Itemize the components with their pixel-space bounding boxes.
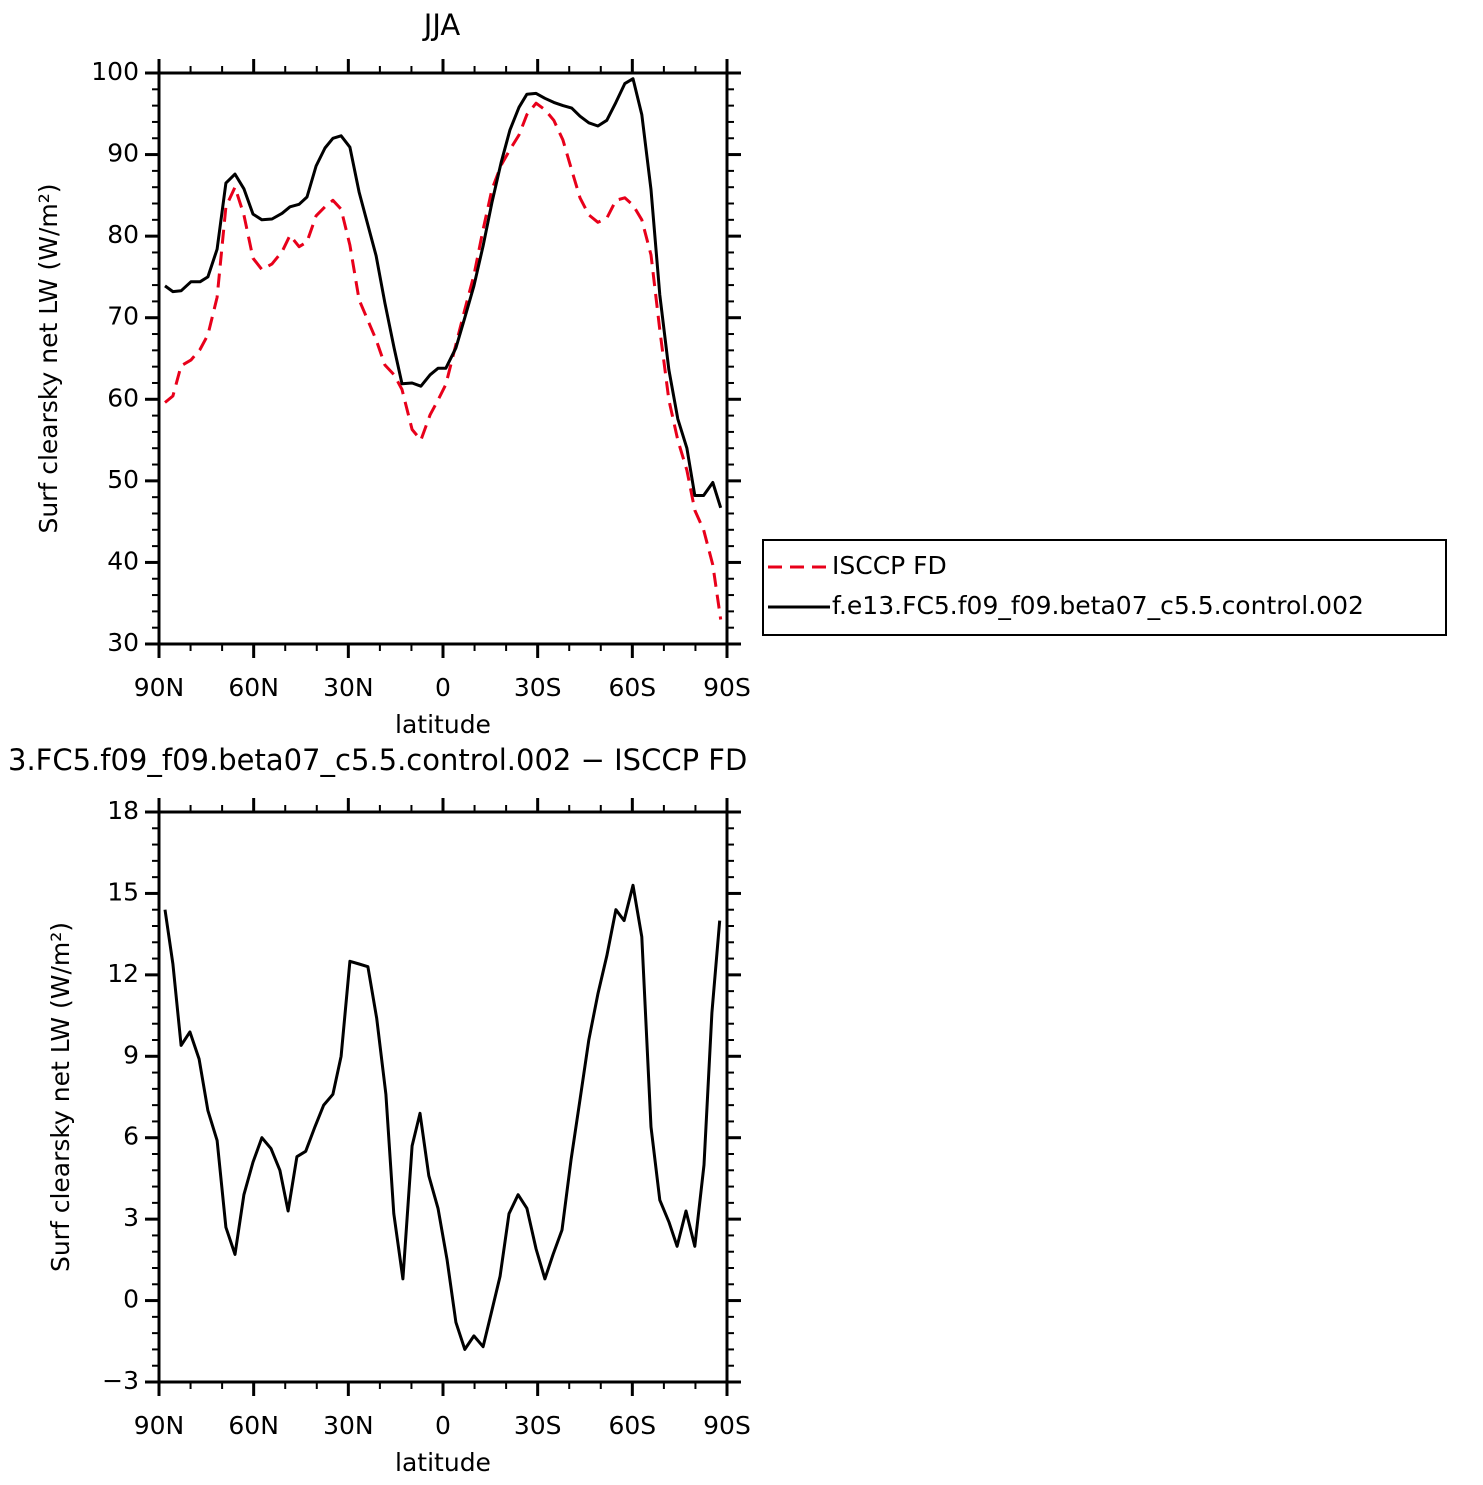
y-tick-label: 90 [107, 139, 139, 168]
y-tick-label: −3 [102, 1366, 139, 1395]
y-tick-label: 100 [91, 57, 139, 86]
y-tick-label: 9 [123, 1040, 139, 1069]
x-tick-label: 0 [435, 1411, 451, 1440]
y-tick-label: 60 [107, 383, 139, 412]
y-tick-label: 12 [107, 959, 139, 988]
x-tick-label: 60S [608, 1411, 656, 1440]
x-tick-label: 90N [134, 673, 185, 702]
x-tick-label: 60S [608, 673, 656, 702]
data-line [163, 883, 722, 1351]
x-tick-label: 30S [514, 673, 562, 702]
data-line [164, 101, 723, 620]
chart-title: 3.FC5.f09_f09.beta07_c5.5.control.002 − … [8, 743, 747, 777]
y-tick-label: 30 [107, 628, 139, 657]
y-tick-label: 18 [107, 796, 139, 825]
y-tick-label: 3 [123, 1203, 139, 1232]
plot-frame [157, 71, 729, 646]
x-tick-label: 30N [323, 673, 374, 702]
y-axis-label: Surf clearsky net LW (W/m²) [34, 183, 63, 533]
y-axis-label: Surf clearsky net LW (W/m²) [46, 922, 75, 1272]
x-tick-label: 90S [703, 673, 751, 702]
x-tick-label: 90N [134, 1411, 185, 1440]
legend-label: f.e13.FC5.f09_f09.beta07_c5.5.control.00… [832, 591, 1364, 620]
x-tick-label: 90S [703, 1411, 751, 1440]
x-tick-label: 0 [435, 673, 451, 702]
x-tick-label: 60N [228, 673, 279, 702]
y-tick-label: 0 [123, 1285, 139, 1314]
y-tick-label: 6 [123, 1122, 139, 1151]
data-line [164, 77, 723, 509]
legend-box [762, 539, 1447, 636]
x-axis-label: latitude [395, 710, 491, 739]
y-tick-label: 70 [107, 302, 139, 331]
y-tick-label: 15 [107, 877, 139, 906]
x-tick-label: 60N [228, 1411, 279, 1440]
legend-label: ISCCP FD [832, 551, 947, 580]
y-tick-label: 80 [107, 220, 139, 249]
y-tick-label: 40 [107, 546, 139, 575]
x-axis-label: latitude [395, 1448, 491, 1477]
plot-frame [157, 810, 729, 1384]
y-tick-label: 50 [107, 465, 139, 494]
chart-title: JJA [422, 8, 461, 42]
x-tick-label: 30S [514, 1411, 562, 1440]
x-tick-label: 30N [323, 1411, 374, 1440]
